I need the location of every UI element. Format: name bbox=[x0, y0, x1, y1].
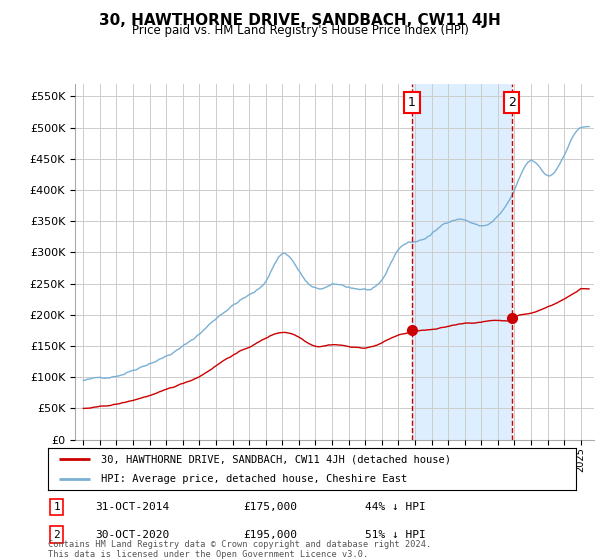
Text: £195,000: £195,000 bbox=[244, 530, 298, 540]
Text: 30, HAWTHORNE DRIVE, SANDBACH, CW11 4JH (detached house): 30, HAWTHORNE DRIVE, SANDBACH, CW11 4JH … bbox=[101, 454, 451, 464]
Text: 1: 1 bbox=[53, 502, 60, 512]
Text: 31-OCT-2014: 31-OCT-2014 bbox=[95, 502, 170, 512]
Text: HPI: Average price, detached house, Cheshire East: HPI: Average price, detached house, Ches… bbox=[101, 474, 407, 484]
Text: 30, HAWTHORNE DRIVE, SANDBACH, CW11 4JH: 30, HAWTHORNE DRIVE, SANDBACH, CW11 4JH bbox=[99, 13, 501, 28]
Text: 2: 2 bbox=[53, 530, 60, 540]
Text: Price paid vs. HM Land Registry's House Price Index (HPI): Price paid vs. HM Land Registry's House … bbox=[131, 24, 469, 37]
Text: £175,000: £175,000 bbox=[244, 502, 298, 512]
Text: 1: 1 bbox=[408, 96, 416, 109]
Text: 30-OCT-2020: 30-OCT-2020 bbox=[95, 530, 170, 540]
Text: 44% ↓ HPI: 44% ↓ HPI bbox=[365, 502, 425, 512]
Text: 51% ↓ HPI: 51% ↓ HPI bbox=[365, 530, 425, 540]
Bar bbox=[412, 84, 512, 440]
Text: Contains HM Land Registry data © Crown copyright and database right 2024.
This d: Contains HM Land Registry data © Crown c… bbox=[48, 540, 431, 559]
Text: 2: 2 bbox=[508, 96, 515, 109]
